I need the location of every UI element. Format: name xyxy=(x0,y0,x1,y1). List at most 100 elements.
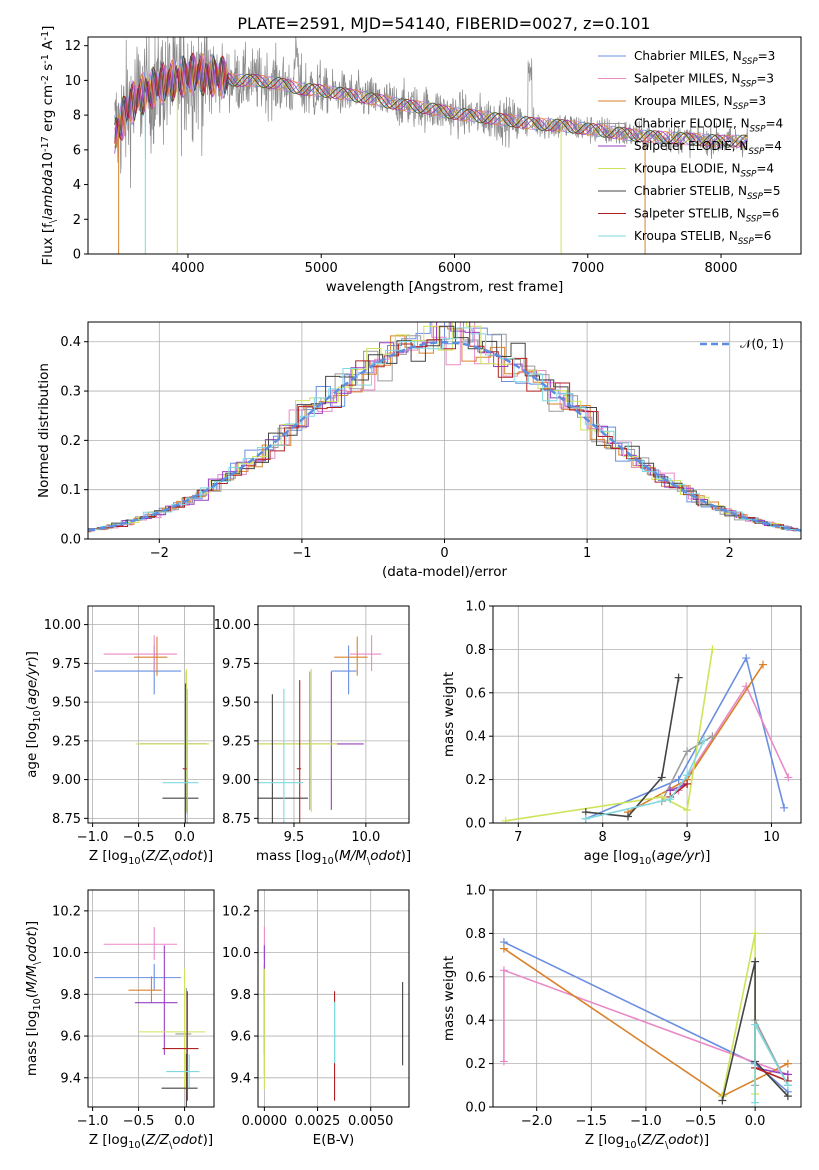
legend-label: Chabrier STELIB, NSSP=5 xyxy=(634,184,781,202)
plot-area-mass-vs-z xyxy=(94,927,206,1107)
x-axis-label: E(B-V) xyxy=(313,1132,355,1148)
y-tick-label: 8 xyxy=(73,109,81,124)
y-tick-label: 9.25 xyxy=(52,734,81,749)
y-tick-label: 0.4 xyxy=(465,1014,486,1029)
y-tick-label: 0.6 xyxy=(465,970,486,985)
plot-area-residuals xyxy=(88,322,801,533)
weight-line xyxy=(754,1067,789,1082)
x-tick-label: 4000 xyxy=(171,261,204,276)
weight-marker xyxy=(708,645,717,654)
y-tick-label: 0.0 xyxy=(60,533,81,548)
x-tick-label: 0.0 xyxy=(745,1114,766,1129)
axes-frame xyxy=(87,36,802,255)
y-tick-label: 0.2 xyxy=(465,773,486,788)
y-tick-label: 9.50 xyxy=(222,696,251,711)
y-tick-label: 10.2 xyxy=(222,904,251,919)
weight-marker xyxy=(501,816,510,823)
x-tick-label: 10 xyxy=(763,830,780,845)
y-tick-label: 9.4 xyxy=(230,1071,251,1086)
y-tick-label: 0.0 xyxy=(465,1101,486,1116)
y-tick-label: 9.8 xyxy=(60,988,81,1003)
legend-label: Salpeter ELODIE, NSSP=4 xyxy=(634,139,782,157)
axes-age-vs-z: −1.0 −0.5 0.0 8.75 9.00 9.25 9.50 9.75 10.00 Z [l… xyxy=(24,605,215,867)
y-tick-label: 9.75 xyxy=(52,657,81,672)
x-tick-label: 8000 xyxy=(704,261,737,276)
x-tick-label: −2 xyxy=(150,546,169,561)
weight-marker xyxy=(674,775,683,784)
weight-marker xyxy=(751,1020,760,1029)
weight-line xyxy=(585,740,705,820)
grid-age-vs-mass xyxy=(258,606,409,823)
y-tick-label: 1.0 xyxy=(465,884,486,899)
weight-marker xyxy=(784,773,793,782)
weight-marker xyxy=(499,944,508,953)
y-tick-label: 9.50 xyxy=(52,696,81,711)
x-tick-label: −1.0 xyxy=(630,1114,662,1129)
legend-label: 𝒩(0, 1) xyxy=(740,337,784,351)
x-tick-label: −1.5 xyxy=(576,1114,608,1129)
x-tick-label: 0.0050 xyxy=(348,1114,394,1129)
weight-marker xyxy=(581,814,590,823)
axes-weight-vs-age: 7 8 9 10 0.0 0.2 0.4 0.6 0.8 1.0 age [log10(age/yr… xyxy=(441,600,802,867)
legend-label: Chabrier ELODIE, NSSP=4 xyxy=(634,117,783,135)
y-tick-label: 9.8 xyxy=(230,988,251,1003)
model-spectrum-line xyxy=(114,53,748,154)
x-tick-label: 9.5 xyxy=(284,830,305,845)
x-tick-label: 2 xyxy=(726,546,734,561)
residual-histogram xyxy=(88,322,801,533)
weight-marker xyxy=(683,805,692,814)
axes-frame xyxy=(492,889,802,1108)
y-tick-label: 9.6 xyxy=(60,1030,81,1045)
weight-marker xyxy=(499,1057,508,1066)
x-axis-label: Z [log10(Z/Z\odot)] xyxy=(89,1132,213,1151)
residual-histogram xyxy=(88,322,801,532)
x-tick-label: 7 xyxy=(514,830,522,845)
y-tick-label: 0.1 xyxy=(60,483,81,498)
weight-marker xyxy=(742,654,751,663)
legend-label: Salpeter STELIB, NSSP=6 xyxy=(634,207,779,225)
normal-curve-line xyxy=(88,340,801,532)
y-tick-label: 0.2 xyxy=(60,434,81,449)
x-axis-label: Z [log10(Z/Z\odot)] xyxy=(89,848,213,867)
weight-marker xyxy=(783,1059,792,1068)
legend-label: Kroupa ELODIE, NSSP=4 xyxy=(634,162,774,180)
axes-weight-vs-z: −2.0 −1.5 −1.0 −0.5 0.0 0.0 0.2 0.4 0.6 0.8 1.0 Z [… xyxy=(441,884,802,1151)
legend-label: Chabrier MILES, NSSP=3 xyxy=(634,49,775,67)
y-tick-label: 9.75 xyxy=(222,657,251,672)
axes-residuals: −2 −1 0 1 2 0.0 0.1 0.2 0.3 0.4 (data-model)/error… xyxy=(36,321,802,580)
axes-age-vs-mass: 9.5 10.0 8.75 9.00 9.25 9.50 9.75 10.00 mass [lo… xyxy=(214,605,411,867)
weight-line xyxy=(721,933,756,1097)
residual-histogram xyxy=(88,322,801,531)
x-tick-label: 1 xyxy=(583,546,591,561)
y-tick-label: 9.4 xyxy=(60,1071,81,1086)
y-tick-label: 1.0 xyxy=(465,600,486,615)
axes-frame xyxy=(87,605,215,824)
weight-marker xyxy=(718,1096,727,1105)
weight-line xyxy=(585,655,785,820)
residual-histogram xyxy=(88,322,801,532)
axes-frame xyxy=(87,889,215,1108)
y-tick-label: 10.0 xyxy=(222,946,251,961)
axes-frame xyxy=(257,605,410,824)
plots: 4000 5000 6000 7000 8000024681012wavelength … xyxy=(24,26,802,1151)
y-tick-label: 0.8 xyxy=(465,927,486,942)
weight-marker xyxy=(751,957,760,966)
y-tick-label: 0.6 xyxy=(465,686,486,701)
y-tick-label: 2 xyxy=(73,213,81,228)
weight-marker xyxy=(624,812,633,821)
weight-marker xyxy=(499,966,508,975)
weight-line xyxy=(505,649,714,822)
plot-area-spectrum xyxy=(114,37,748,254)
legend-label: Kroupa MILES, NSSP=3 xyxy=(634,94,766,112)
residual-histogram xyxy=(88,325,801,531)
legend-spectrum: Chabrier MILES, NSSP=3 Salpeter MILES, NS… xyxy=(598,49,783,247)
x-tick-label: 8 xyxy=(599,830,607,845)
model-spectrum-line xyxy=(114,54,748,148)
plot-area-age-vs-mass xyxy=(258,635,382,823)
y-tick-label: 8.75 xyxy=(222,812,251,827)
grid-residuals xyxy=(88,322,801,540)
axes-mass-vs-ebv: 0.0000 0.0025 0.0050 9.4 9.6 9.8 10.0 10.2 E(B-V… xyxy=(222,889,410,1148)
x-tick-label: −0.5 xyxy=(123,830,155,845)
plot-area-age-vs-z xyxy=(94,635,210,823)
y-tick-label: 9.6 xyxy=(230,1030,251,1045)
